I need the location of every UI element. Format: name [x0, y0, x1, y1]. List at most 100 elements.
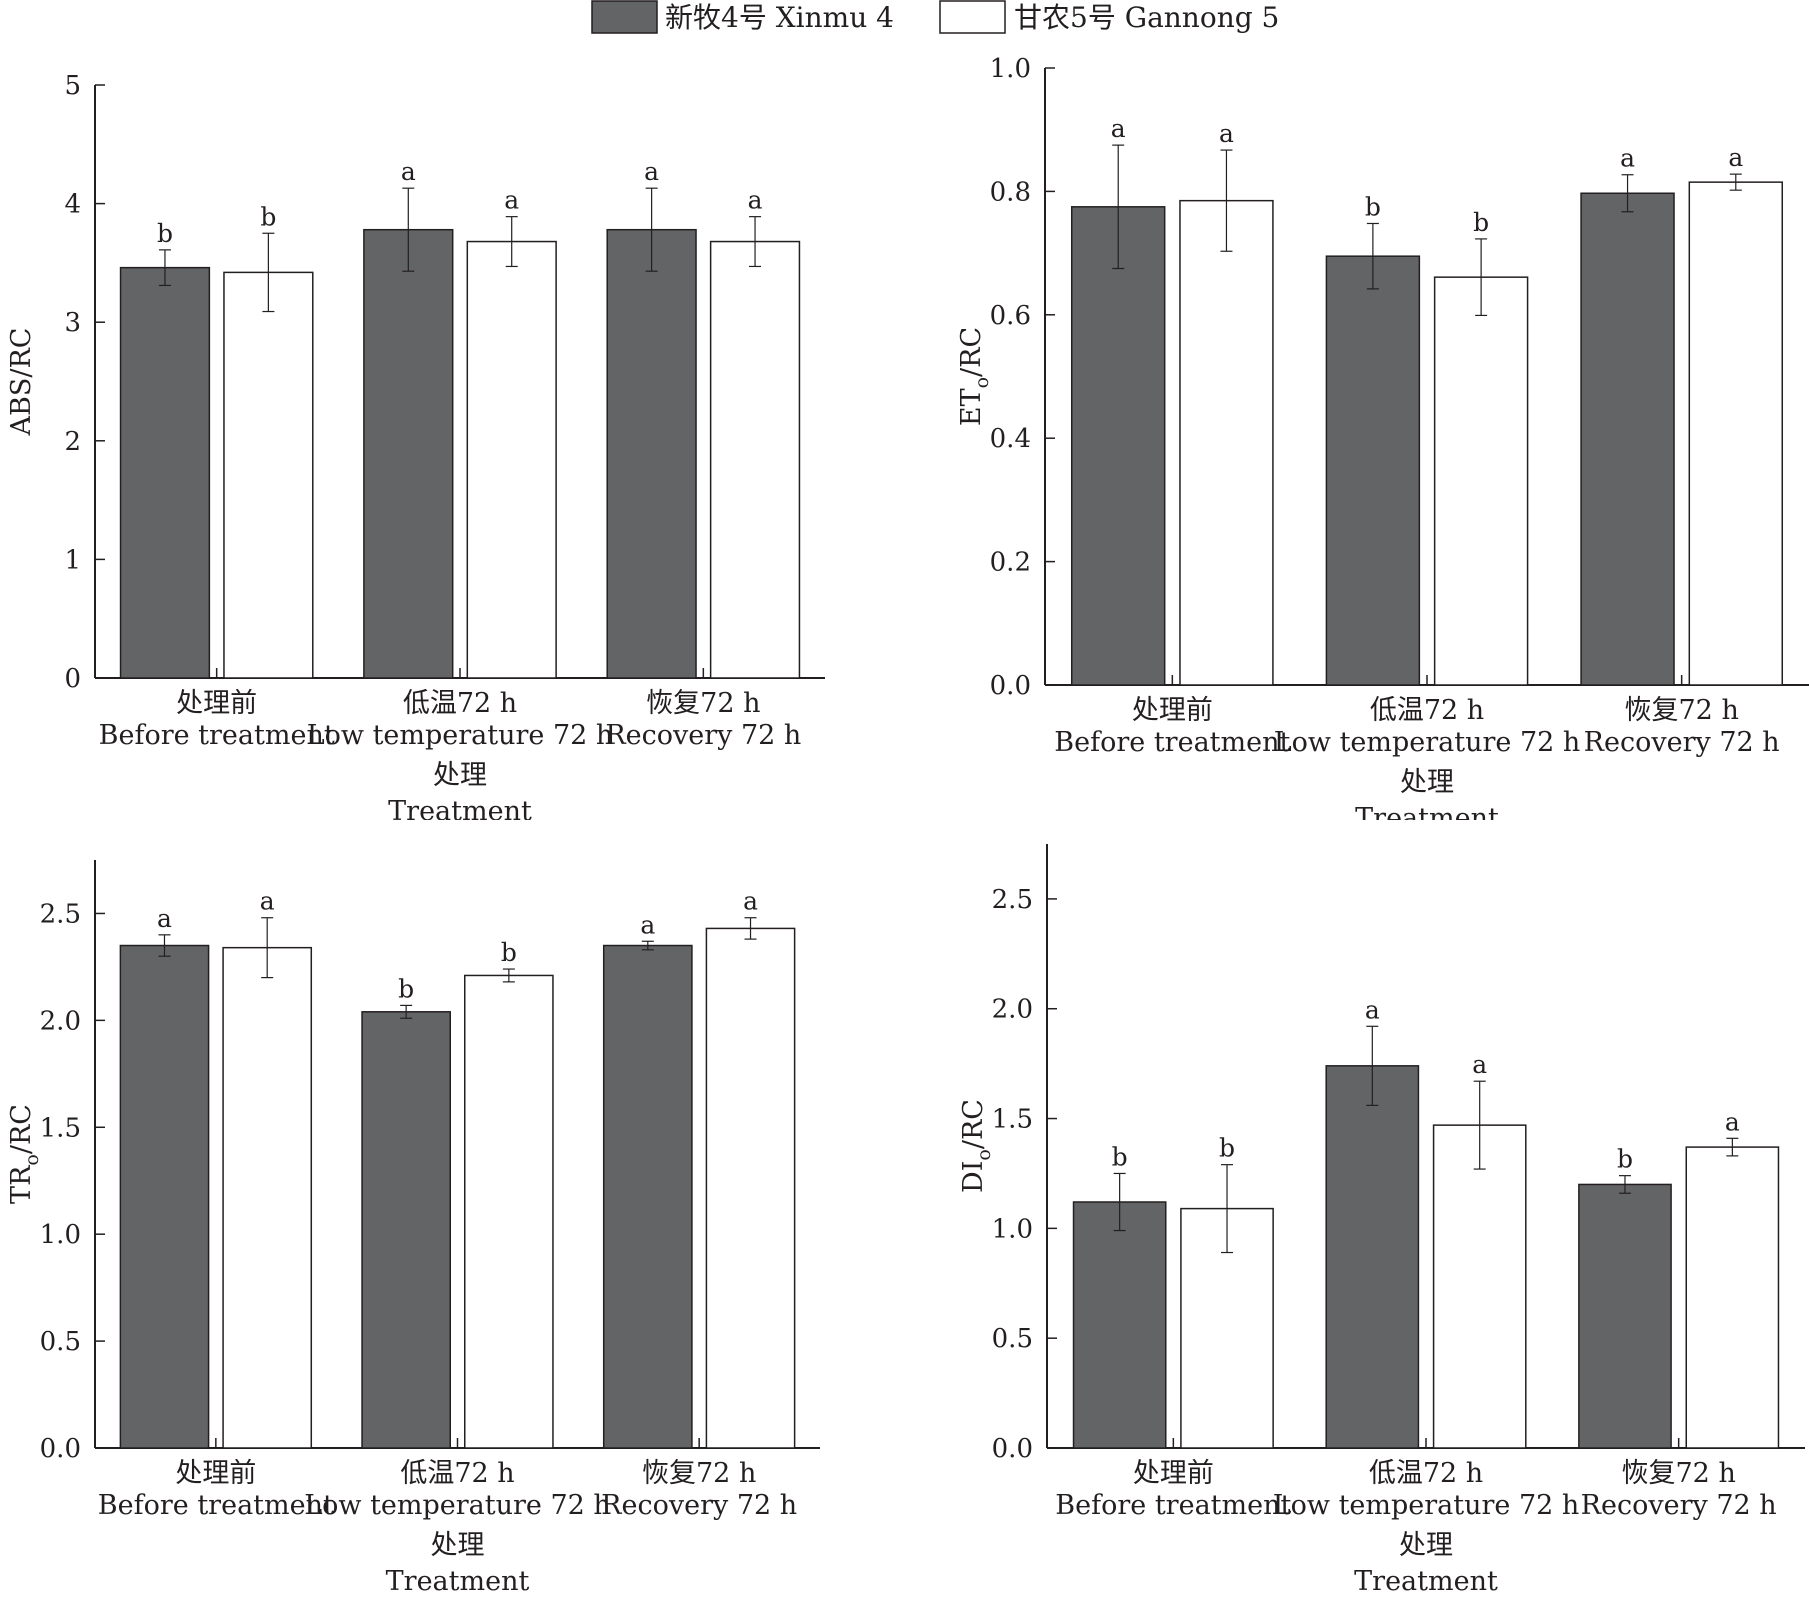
y-tick-label: 1.0: [40, 1220, 81, 1250]
bar: [1179, 199, 1274, 686]
x-tick-label-cn: 处理前: [1133, 1458, 1214, 1489]
bar: [466, 240, 557, 679]
significance-letter: a: [743, 887, 758, 916]
y-tick-label: 2.5: [992, 885, 1033, 915]
x-tick-label-en: Before treatment: [1054, 727, 1290, 758]
y-tick-label: 1.0: [992, 1214, 1033, 1244]
bar: [1688, 181, 1784, 686]
bar: [1070, 206, 1166, 686]
y-tick-label: 0.5: [992, 1324, 1033, 1354]
significance-letter: a: [504, 186, 519, 215]
y-tick-label: 1: [64, 545, 81, 575]
significance-letter: a: [640, 910, 655, 939]
bar: [709, 240, 801, 679]
bar: [1432, 1124, 1527, 1449]
significance-letter: b: [1219, 1134, 1235, 1163]
x-tick-label-cn: 低温72 h: [1369, 1458, 1483, 1489]
bar: [1325, 1065, 1420, 1449]
y-tick-label: 0.0: [990, 671, 1031, 701]
bar: [119, 266, 211, 679]
y-axis-label: DIo/RC: [958, 1099, 995, 1193]
x-axis-label-cn: 处理: [1399, 1530, 1453, 1561]
significance-letter: a: [1725, 1107, 1740, 1136]
y-axis-label: ABS/RC: [6, 328, 37, 437]
y-tick-label: 2.5: [40, 899, 81, 929]
significance-letter: a: [644, 157, 659, 186]
y-tick-label: 0.8: [990, 177, 1031, 207]
x-tick-label-cn: 处理前: [176, 688, 257, 719]
x-axis-label-en: Treatment: [386, 1566, 530, 1597]
x-tick-label-cn: 低温72 h: [1370, 695, 1484, 726]
y-tick-label: 0.6: [990, 301, 1031, 331]
bar: [1685, 1146, 1780, 1449]
legend-swatch-xinmu4: [591, 0, 658, 34]
x-tick-label-en: Recovery 72 h: [1584, 727, 1780, 758]
bar: [223, 271, 314, 679]
significance-letter: a: [1111, 114, 1126, 143]
y-tick-label: 0.5: [40, 1327, 81, 1357]
bar: [464, 974, 554, 1449]
significance-letter: b: [501, 938, 517, 967]
significance-letter: a: [260, 887, 275, 916]
y-axis-label: TRo/RC: [6, 1104, 43, 1204]
y-tick-label: 0.2: [990, 548, 1031, 578]
y-tick-label: 0.0: [992, 1434, 1033, 1464]
y-tick-label: 4: [64, 190, 81, 220]
x-axis-label-cn: 处理: [431, 1530, 485, 1561]
x-axis-label-cn: 处理: [433, 760, 487, 791]
x-axis-label-cn: 处理: [1400, 767, 1454, 798]
bar: [602, 944, 693, 1449]
y-tick-label: 1.0: [990, 54, 1031, 84]
y-tick-label: 1.5: [40, 1113, 81, 1143]
x-tick-label-cn: 低温72 h: [403, 688, 517, 719]
bar: [363, 228, 454, 679]
bar: [606, 228, 697, 679]
y-tick-label: 2.0: [40, 1006, 81, 1036]
significance-letter: b: [260, 202, 276, 231]
x-tick-label-cn: 处理前: [175, 1458, 256, 1489]
x-axis-label-en: Treatment: [388, 796, 532, 820]
x-tick-label-cn: 恢复72 h: [1622, 1458, 1736, 1489]
y-axis-label: ETo/RC: [956, 327, 993, 426]
bar: [361, 1011, 451, 1449]
legend-swatch-gannong5: [939, 0, 1006, 34]
x-tick-label-en: Recovery 72 h: [601, 1490, 797, 1521]
x-tick-label-en: Low temperature 72 h: [307, 720, 614, 751]
bar: [705, 927, 796, 1449]
y-tick-label: 0.0: [40, 1434, 81, 1464]
bar: [1072, 1201, 1167, 1449]
x-tick-label-en: Low temperature 72 h: [304, 1490, 611, 1521]
significance-letter: b: [1617, 1145, 1633, 1174]
x-tick-label-en: Before treatment: [1055, 1490, 1291, 1521]
x-tick-label-cn: 恢复72 h: [646, 688, 760, 719]
legend-label-xinmu4: 新牧4号 Xinmu 4: [665, 1, 894, 34]
bar: [1433, 276, 1529, 686]
significance-letter: a: [1620, 144, 1635, 173]
x-tick-label-en: Recovery 72 h: [605, 720, 801, 751]
y-tick-label: 1.5: [992, 1105, 1033, 1135]
y-tick-label: 2: [64, 427, 81, 457]
significance-letter: a: [157, 904, 172, 933]
y-tick-label: 0: [64, 664, 81, 694]
bar: [222, 946, 313, 1449]
significance-letter: a: [1365, 995, 1380, 1024]
x-tick-label-en: Recovery 72 h: [1581, 1490, 1777, 1521]
x-tick-label-cn: 恢复72 h: [1625, 695, 1739, 726]
significance-letter: b: [1365, 192, 1381, 221]
x-tick-label-en: Low temperature 72 h: [1273, 1490, 1580, 1521]
y-tick-label: 2.0: [992, 995, 1033, 1025]
bar: [1580, 192, 1675, 686]
x-tick-label-en: Before treatment: [99, 720, 335, 751]
x-tick-label-cn: 低温72 h: [400, 1458, 514, 1489]
significance-letter: b: [157, 219, 173, 248]
y-tick-label: 5: [64, 71, 81, 101]
y-tick-label: 0.4: [990, 424, 1031, 454]
x-tick-label-en: Before treatment: [98, 1490, 334, 1521]
significance-letter: a: [1728, 143, 1743, 172]
x-tick-label-en: Low temperature 72 h: [1274, 727, 1581, 758]
significance-letter: a: [748, 186, 763, 215]
significance-letter: a: [1472, 1050, 1487, 1079]
x-axis-label-en: Treatment: [1354, 1566, 1498, 1597]
